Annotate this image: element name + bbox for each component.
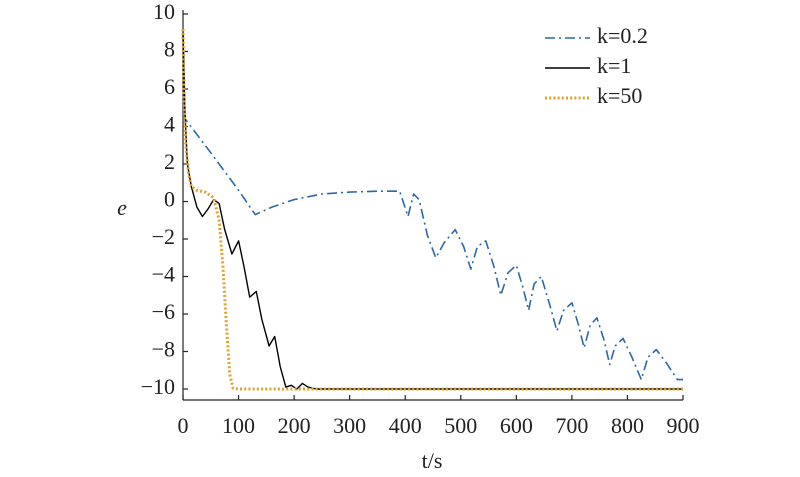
y-axis-label: e xyxy=(117,195,127,220)
x-axis-label: t/s xyxy=(422,448,443,473)
x-tick-label: 600 xyxy=(500,413,533,438)
x-tick-label: 500 xyxy=(444,413,477,438)
x-tick-label: 700 xyxy=(555,413,588,438)
y-tick-label: −2 xyxy=(152,224,175,249)
y-tick-label: 0 xyxy=(164,187,175,212)
series-line xyxy=(181,28,683,391)
y-tick-label: −10 xyxy=(141,374,175,399)
legend-label: k=50 xyxy=(597,83,642,108)
x-tick-label: 200 xyxy=(278,413,311,438)
y-tick-label: 10 xyxy=(153,0,175,24)
y-tick-label: −8 xyxy=(152,337,175,362)
x-tick-label: 100 xyxy=(222,413,255,438)
y-tick-label: 6 xyxy=(164,74,175,99)
y-tick-label: −4 xyxy=(152,262,175,287)
x-tick-label: 300 xyxy=(333,413,366,438)
x-tick-label: 800 xyxy=(611,413,644,438)
y-tick-label: 8 xyxy=(164,37,175,62)
y-tick-label: 4 xyxy=(164,112,175,137)
legend-label: k=1 xyxy=(597,53,631,78)
legend-label: k=0.2 xyxy=(597,23,648,48)
y-tick-label: 2 xyxy=(164,149,175,174)
x-tick-label: 0 xyxy=(178,413,189,438)
x-tick-label: 900 xyxy=(667,413,700,438)
series-line xyxy=(182,32,683,381)
x-tick-label: 400 xyxy=(389,413,422,438)
y-tick-label: −6 xyxy=(152,299,175,324)
